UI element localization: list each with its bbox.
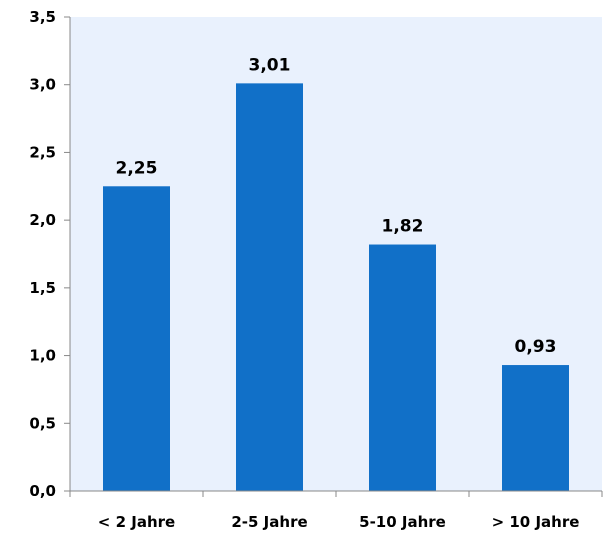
y-tick-label-2: 1,0: [29, 347, 56, 365]
bar-3: [369, 244, 436, 491]
category-label-2: 2-5 Jahre: [231, 513, 307, 531]
data-label-3: 1,82: [382, 217, 424, 237]
bar-1: [103, 186, 170, 492]
data-label-2: 3,01: [249, 55, 291, 75]
data-label-1: 2,25: [116, 158, 158, 178]
y-tick-label-4: 2,0: [29, 211, 56, 229]
data-labels-group: 2,25 3,01 1,82 0,93: [116, 55, 557, 357]
bar-4: [502, 365, 569, 491]
y-axis: 0,0 0,5 1,0 1,5 2,0 2,5 3,0 3,5: [29, 8, 71, 500]
y-tick-label-0: 0,0: [29, 482, 56, 500]
bar-2: [236, 83, 303, 492]
data-label-4: 0,93: [515, 337, 557, 357]
y-tick-label-6: 3,0: [29, 76, 56, 94]
category-label-1: < 2 Jahre: [98, 513, 175, 531]
category-label-3: 5-10 Jahre: [359, 513, 446, 531]
y-tick-label-1: 0,5: [29, 414, 56, 432]
category-label-4: > 10 Jahre: [492, 513, 580, 531]
bars-group: [103, 83, 569, 492]
y-tick-label-3: 1,5: [29, 279, 56, 297]
x-axis: < 2 Jahre 2-5 Jahre 5-10 Jahre > 10 Jahre: [69, 490, 603, 531]
y-tick-label-5: 2,5: [29, 143, 56, 161]
y-tick-label-7: 3,5: [29, 8, 56, 26]
